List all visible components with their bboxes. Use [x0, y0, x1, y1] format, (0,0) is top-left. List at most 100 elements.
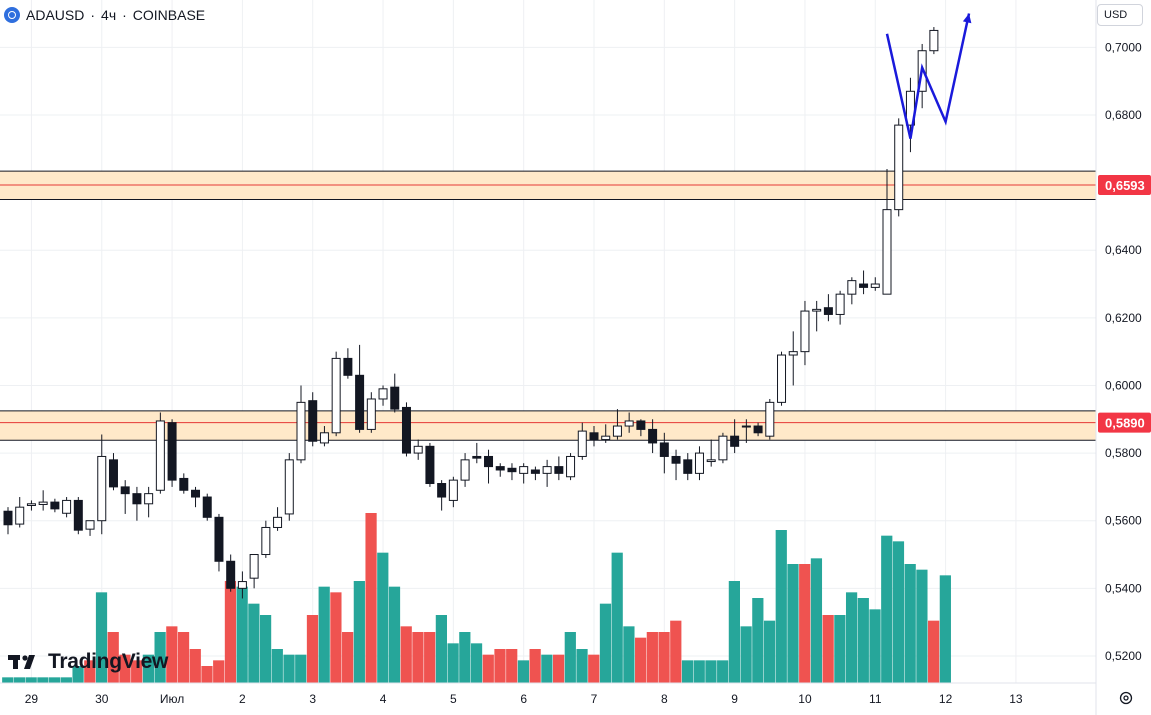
x-tick-label: 29	[25, 692, 39, 706]
volume-bar	[799, 564, 811, 683]
candle-down	[859, 283, 869, 288]
candle-up	[894, 124, 904, 211]
volume-bar	[342, 632, 354, 683]
candle-up	[85, 520, 95, 530]
candle-up	[929, 29, 939, 52]
x-tick-label: Июл	[160, 692, 184, 706]
candle-up	[624, 420, 634, 427]
candle-up	[777, 354, 787, 403]
candle-up	[718, 435, 728, 461]
candle-up	[765, 401, 775, 437]
volume-bar	[670, 620, 682, 683]
candle-up	[800, 310, 810, 353]
candle-down	[484, 455, 494, 468]
volume-bar	[564, 632, 576, 683]
volume-bar	[189, 649, 201, 683]
volume-bar	[588, 654, 600, 683]
y-tick-label: 0,5200	[1105, 649, 1142, 663]
candle-down	[390, 386, 400, 410]
y-tick-label: 0,5800	[1105, 446, 1142, 460]
candle-up	[62, 499, 72, 514]
candle-up	[706, 459, 716, 463]
volume-bar	[775, 530, 787, 683]
volume-bar	[201, 666, 213, 683]
volume-bar	[482, 654, 494, 683]
candle-down	[167, 422, 177, 481]
volume-bar	[635, 637, 647, 683]
candle-up	[26, 503, 36, 506]
y-tick-label: 0,7000	[1105, 40, 1142, 54]
candle-up	[612, 425, 622, 437]
interval-label[interactable]: 4ч	[101, 7, 117, 23]
candle-down	[753, 425, 763, 434]
header-separator: ·	[90, 7, 96, 23]
candle-up	[847, 280, 857, 295]
volume-bar	[845, 592, 858, 683]
candle-down	[214, 516, 224, 562]
candle-down	[226, 560, 236, 589]
x-tick-label: 5	[450, 692, 457, 706]
volume-bar	[623, 626, 635, 683]
volume-bar	[869, 609, 881, 683]
volume-bar	[646, 632, 658, 683]
candle-down	[554, 466, 564, 474]
volume-bar	[681, 660, 694, 683]
volume-bar	[494, 649, 506, 683]
candle-up	[448, 479, 458, 501]
volume-bar	[787, 564, 799, 683]
x-tick-label: 30	[95, 692, 109, 706]
volume-bar	[834, 615, 846, 683]
volume-bar	[517, 660, 530, 683]
symbol-label[interactable]: ADAUSD	[26, 7, 85, 23]
currency-button[interactable]: USD	[1097, 4, 1143, 26]
candle-down	[73, 499, 83, 531]
candle-down	[343, 357, 353, 376]
candle-down	[425, 445, 435, 485]
volume-bar	[529, 649, 541, 683]
candle-up	[284, 459, 294, 515]
candle-up	[694, 452, 704, 474]
x-tick-label: 4	[380, 692, 387, 706]
x-tick-label: 13	[1009, 692, 1023, 706]
candle-down	[401, 406, 411, 454]
candle-up	[296, 401, 306, 461]
tradingview-logo[interactable]: TradingView	[8, 650, 168, 674]
volume-bar	[705, 660, 717, 683]
volume-bar	[810, 558, 823, 683]
volume-bar	[400, 626, 412, 683]
candle-down	[495, 466, 505, 471]
volume-bar	[459, 632, 471, 683]
candle-up	[413, 445, 423, 454]
candle-up	[15, 506, 25, 525]
volume-bar	[295, 654, 307, 683]
volume-bar	[928, 620, 940, 683]
volume-bar	[939, 575, 951, 683]
candle-down	[589, 432, 599, 441]
candle-up	[812, 308, 822, 312]
volume-bar	[283, 654, 295, 683]
candle-up	[38, 501, 48, 505]
candle-up	[741, 425, 751, 428]
y-tick-label: 0,6200	[1105, 311, 1142, 325]
candle-down	[308, 400, 318, 442]
chart-header: ADAUSD · 4ч · COINBASE	[4, 5, 205, 25]
candle-down	[530, 469, 540, 474]
candle-up	[601, 435, 611, 441]
volume-bar	[424, 632, 436, 683]
volume-bar	[916, 569, 928, 683]
candle-up	[577, 430, 587, 457]
volume-bar	[752, 598, 764, 683]
x-tick-label: 12	[939, 692, 953, 706]
volume-bar	[904, 564, 916, 683]
y-tick-label: 0,6000	[1105, 378, 1142, 392]
volume-bar	[259, 615, 272, 683]
volume-bar	[435, 615, 447, 683]
volume-bar	[892, 541, 905, 683]
candle-down	[437, 483, 447, 498]
volume-bar	[72, 666, 84, 683]
candle-down	[671, 455, 681, 464]
candle-down	[648, 428, 658, 444]
gear-icon[interactable]	[1118, 690, 1134, 706]
candle-up	[378, 388, 388, 400]
